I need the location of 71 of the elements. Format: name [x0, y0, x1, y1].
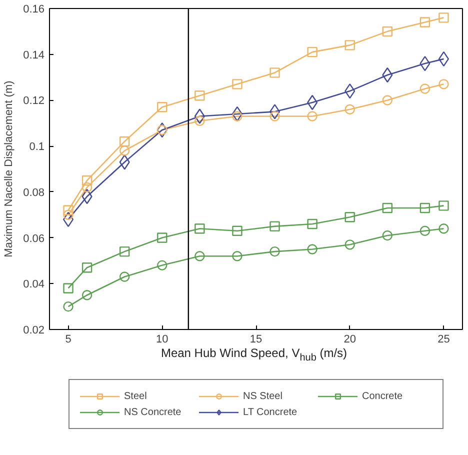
legend-label: Steel: [124, 390, 148, 402]
point: [382, 26, 393, 37]
point: [270, 111, 280, 122]
point: [157, 260, 168, 270]
x-tick-label: 20: [344, 334, 356, 346]
point: [420, 84, 430, 94]
point: [270, 104, 280, 120]
point: [307, 46, 318, 58]
point: [82, 262, 92, 273]
point: [63, 210, 74, 220]
x-tick-label: 15: [250, 334, 262, 346]
point: [232, 226, 242, 236]
point: [194, 116, 205, 126]
point: [438, 79, 449, 90]
y-tick-label: 0.02: [23, 324, 45, 336]
point: [119, 146, 130, 156]
point: [382, 95, 393, 106]
y-tick-label: 0.14: [23, 49, 45, 62]
point: [344, 212, 355, 222]
point: [82, 290, 92, 300]
point: [420, 17, 430, 28]
legend-label: NS Concrete: [124, 406, 182, 418]
y-tick-label: 0.16: [23, 4, 45, 16]
x-axis-title: Mean Hub Wind Speed, V$_{hub}$ (m/s): [160, 345, 348, 366]
point: [344, 240, 355, 250]
y-tick-label: 0.12: [23, 95, 45, 108]
point: [82, 182, 92, 192]
point: [119, 246, 130, 257]
point: [307, 218, 318, 230]
point: [194, 224, 205, 234]
x-tick-label: 25: [438, 334, 450, 346]
legend-label: NS Steel: [243, 390, 284, 402]
point: [63, 301, 74, 312]
point: [194, 251, 205, 262]
point: [63, 283, 74, 294]
legend-label: Concrete: [362, 390, 404, 402]
point: [157, 232, 168, 243]
point: [119, 154, 130, 170]
point: [438, 224, 449, 234]
y-axis-title: Maximum Nacelle Displacement (m): [3, 80, 16, 258]
point: [438, 200, 449, 211]
point: [194, 90, 205, 101]
point: [420, 202, 430, 214]
y-tick-label: 0.06: [23, 232, 45, 245]
point: [382, 202, 393, 214]
y-tick-label: 0.1: [29, 141, 45, 154]
point: [63, 205, 74, 216]
point: [232, 79, 242, 90]
point: [344, 40, 355, 50]
legend-label: LT Concrete: [243, 406, 298, 418]
point: [382, 230, 393, 241]
point: [119, 136, 130, 147]
point: [420, 226, 430, 236]
y-tick-label: 0.08: [23, 186, 45, 199]
point: [438, 12, 449, 23]
point: [157, 102, 168, 112]
point: [307, 244, 318, 254]
point: [119, 272, 130, 282]
point: [307, 111, 318, 122]
point: [232, 111, 242, 122]
y-tick-label: 0.04: [23, 278, 45, 291]
point: [157, 124, 168, 136]
point: [232, 251, 242, 262]
point: [344, 104, 355, 114]
point: [82, 175, 92, 186]
point: [270, 246, 280, 257]
point: [194, 108, 205, 124]
point: [270, 68, 280, 78]
point: [270, 221, 280, 232]
x-tick-label: 5: [65, 334, 72, 346]
x-tick-label: 10: [156, 334, 168, 346]
